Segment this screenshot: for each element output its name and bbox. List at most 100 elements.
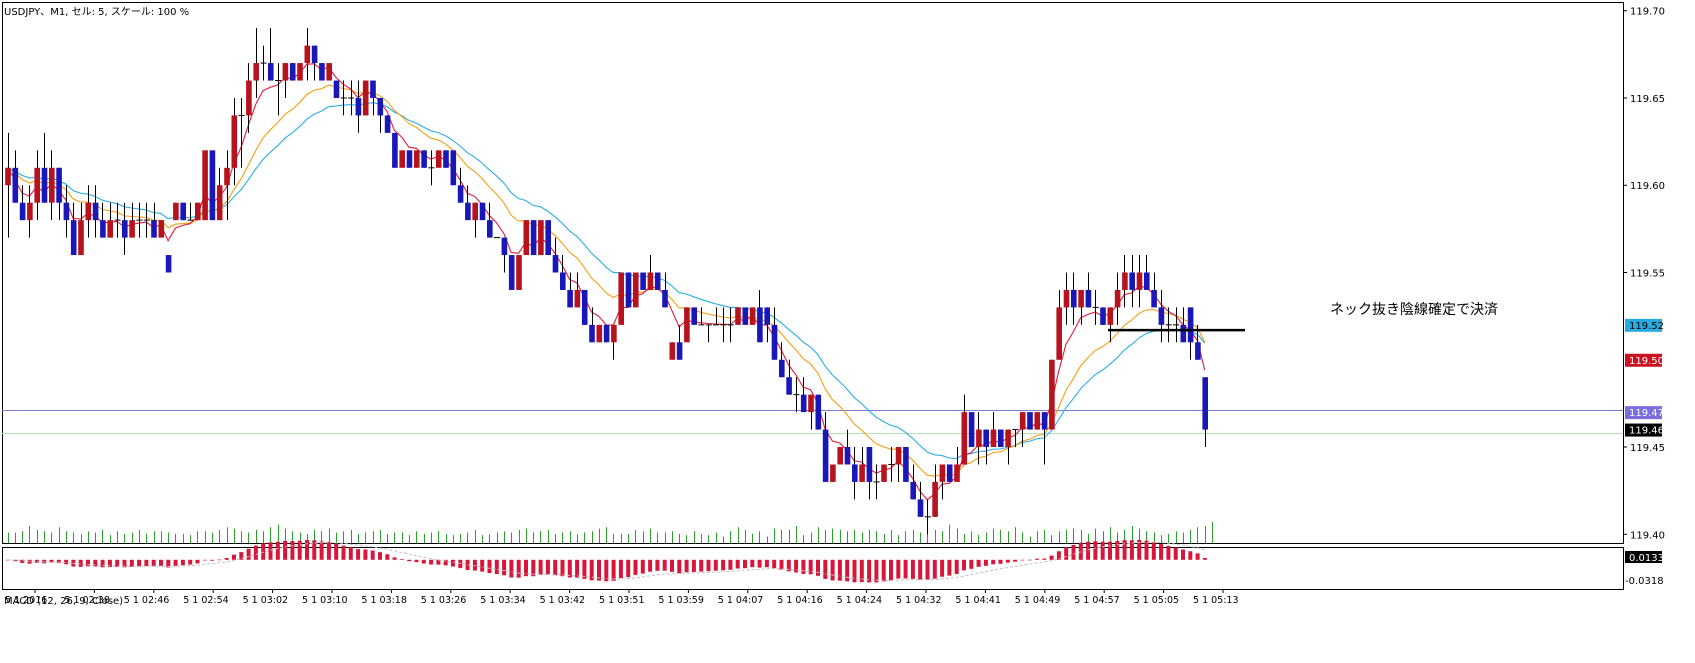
candle-body: [49, 167, 55, 203]
candle: [27, 185, 33, 238]
candle: [1158, 289, 1165, 343]
macd-bar: [874, 559, 879, 583]
candle: [1100, 307, 1106, 325]
candle: [187, 202, 194, 221]
macd-bar: [78, 559, 83, 567]
candle: [151, 202, 157, 238]
macd-bar: [224, 557, 229, 560]
macd-bar: [816, 559, 820, 576]
macd-bar: [1020, 559, 1025, 561]
candle: [1165, 307, 1172, 343]
macd-bar: [721, 559, 726, 571]
candle: [691, 307, 697, 325]
candle-body: [603, 324, 610, 343]
candle: [844, 429, 851, 465]
candle-body: [19, 202, 26, 221]
candle: [1136, 255, 1143, 308]
candle: [684, 307, 690, 343]
macd-value-label: 0.0133: [1629, 553, 1664, 564]
candle: [720, 307, 727, 343]
macd-bar: [691, 559, 696, 572]
candle: [355, 80, 362, 133]
macd-bar: [1188, 551, 1193, 560]
candle: [70, 202, 77, 256]
candle-body: [640, 272, 646, 290]
price-tag-box: [1625, 318, 1662, 332]
macd-bar: [867, 559, 872, 583]
macd-bar: [319, 541, 324, 560]
candle: [603, 324, 610, 343]
y-tick-label: 119.45: [1630, 443, 1665, 454]
candle: [1019, 412, 1026, 448]
candle: [552, 237, 559, 273]
macd-bar: [56, 559, 61, 564]
x-tick-label: 5 1 04:07: [718, 595, 764, 606]
macd-bar: [582, 559, 587, 579]
candle-body: [1107, 307, 1114, 325]
candle: [457, 167, 464, 203]
candle: [903, 447, 909, 482]
candle-body: [895, 447, 902, 465]
candle: [523, 220, 530, 256]
candle-body: [41, 167, 48, 203]
candle-body: [253, 63, 259, 81]
candle: [786, 359, 792, 395]
candle-body: [749, 307, 756, 325]
macd-bar: [275, 541, 280, 560]
candle: [414, 150, 420, 168]
candle-body: [998, 429, 1004, 448]
candle-body: [654, 272, 661, 290]
price-tag-box: [1625, 406, 1662, 420]
candle: [195, 202, 201, 221]
macd-bar: [684, 559, 689, 573]
candle-body: [903, 447, 909, 482]
candle: [1107, 307, 1114, 343]
candle: [34, 150, 40, 221]
macd-bar: [772, 559, 777, 569]
candle: [713, 307, 720, 326]
x-tick-label: 5 1 03:42: [540, 595, 586, 606]
macd-bar: [334, 543, 339, 560]
macd-bar: [1159, 544, 1164, 560]
macd-bar: [451, 559, 455, 567]
candle: [676, 324, 683, 360]
candle: [976, 412, 982, 465]
candle-body: [852, 464, 858, 482]
candle-body: [611, 324, 617, 343]
candle-body: [508, 255, 515, 290]
candle-body: [633, 272, 639, 308]
candle-body: [122, 220, 128, 238]
candle-body: [326, 63, 332, 81]
candle: [1078, 289, 1084, 325]
candle: [545, 220, 551, 256]
candle-body: [669, 342, 676, 360]
macd-bar: [910, 559, 915, 579]
candle: [428, 150, 435, 186]
candle: [873, 464, 880, 500]
candle-body: [1005, 429, 1011, 448]
macd-bar: [837, 559, 842, 581]
macd-bar: [859, 559, 864, 583]
candle: [268, 28, 274, 81]
candle: [78, 202, 84, 256]
candle: [165, 255, 172, 273]
candle: [143, 202, 150, 238]
candle: [910, 464, 916, 500]
macd-bar: [392, 557, 397, 560]
macd-bar: [86, 559, 90, 567]
candle-body: [1180, 324, 1187, 343]
macd-bar: [524, 559, 528, 577]
candle-body: [684, 307, 690, 343]
macd-bar: [414, 559, 419, 563]
macd-bar: [217, 559, 222, 561]
candle: [92, 185, 99, 238]
candle-body: [1187, 307, 1194, 343]
candle-body: [414, 150, 420, 168]
candle-body: [501, 237, 508, 256]
candle-body: [355, 97, 362, 116]
candle-body: [757, 307, 763, 343]
candle: [297, 63, 303, 81]
macd-bar: [757, 559, 762, 568]
macd-bar: [1129, 540, 1134, 560]
